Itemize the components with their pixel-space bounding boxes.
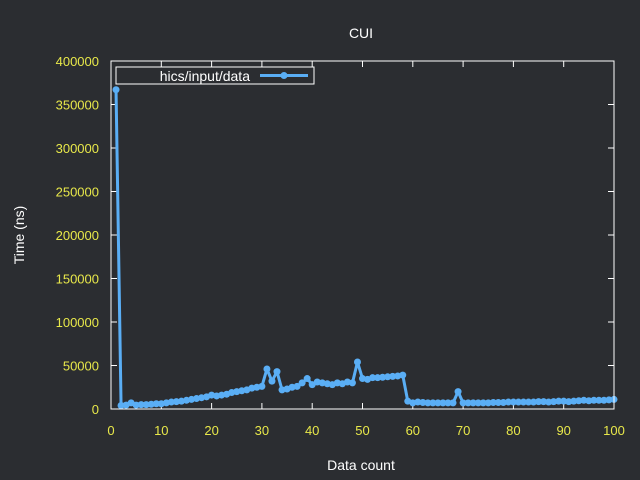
data-point — [374, 374, 382, 382]
data-point — [585, 397, 593, 405]
data-point — [560, 397, 568, 405]
data-point — [524, 398, 532, 406]
data-point — [258, 382, 266, 390]
y-tick-label: 400000 — [56, 54, 99, 69]
axes: 0 10 20 30 40 50 60 70 80 90 100 0 50000 100000 150000… — [56, 54, 625, 438]
data-point — [434, 399, 442, 407]
data-point — [419, 398, 427, 406]
data-point — [379, 373, 387, 381]
legend-marker-sample — [280, 72, 288, 79]
data-point — [550, 398, 558, 406]
y-tick-label: 300000 — [56, 141, 99, 156]
data-point — [535, 398, 543, 406]
data-point — [167, 398, 175, 406]
data-point — [298, 379, 306, 387]
data-point — [509, 398, 517, 406]
data-point — [263, 365, 271, 373]
y-tick-label: 150000 — [56, 272, 99, 287]
y-tick-label: 200000 — [56, 228, 99, 243]
data-point — [348, 379, 356, 387]
x-tick-label: 60 — [406, 423, 420, 438]
data-point — [147, 400, 155, 408]
plot-area — [112, 86, 618, 410]
data-point — [444, 399, 452, 407]
x-tick-label: 90 — [556, 423, 570, 438]
data-point — [555, 397, 563, 405]
y-tick-label: 100000 — [56, 315, 99, 330]
data-point — [273, 368, 281, 376]
data-point — [600, 396, 608, 404]
x-tick-label: 40 — [305, 423, 319, 438]
y-tick-label: 50000 — [63, 359, 99, 374]
x-tick-label: 50 — [355, 423, 369, 438]
data-point — [449, 399, 457, 407]
data-point — [530, 398, 538, 406]
data-point — [590, 396, 598, 404]
data-point — [454, 388, 462, 396]
data-point — [117, 402, 125, 410]
data-point — [514, 398, 522, 406]
y-tick-label: 350000 — [56, 98, 99, 113]
data-point — [545, 398, 553, 406]
y-axis-label: Time (ns) — [11, 206, 27, 265]
data-point — [152, 400, 160, 408]
x-tick-label: 100 — [603, 423, 625, 438]
data-point — [414, 398, 422, 406]
data-point — [570, 397, 578, 405]
x-tick-label: 10 — [154, 423, 168, 438]
plot-frame — [110, 60, 615, 410]
x-tick-label: 0 — [107, 423, 114, 438]
x-tick-label: 70 — [456, 423, 470, 438]
data-point — [112, 86, 120, 94]
data-point — [540, 398, 548, 406]
data-point — [429, 399, 437, 407]
legend-label: hics/input/data — [160, 68, 250, 84]
data-point — [580, 396, 588, 404]
data-point — [489, 398, 497, 406]
data-point — [464, 399, 472, 407]
data-point — [369, 374, 377, 382]
data-point — [424, 399, 432, 407]
data-point — [439, 399, 447, 407]
data-point — [519, 398, 527, 406]
data-point — [469, 399, 477, 407]
data-point — [303, 375, 311, 383]
legend-box — [115, 66, 315, 85]
data-point — [399, 371, 407, 379]
data-point — [575, 397, 583, 405]
data-point — [293, 382, 301, 390]
data-point — [137, 401, 145, 409]
data-point — [595, 396, 603, 404]
data-point — [479, 399, 487, 407]
chart-title: CUI — [349, 25, 373, 41]
data-point — [389, 372, 397, 380]
y-tick-label: 250000 — [56, 185, 99, 200]
data-point — [132, 401, 140, 409]
data-point — [499, 398, 507, 406]
data-point — [474, 399, 482, 407]
legend: hics/input/data — [115, 66, 315, 85]
data-point — [605, 396, 613, 404]
x-tick-label: 20 — [204, 423, 218, 438]
data-point — [565, 398, 573, 406]
data-point — [484, 399, 492, 407]
x-axis-label: Data count — [327, 457, 395, 473]
x-tick-label: 80 — [506, 423, 520, 438]
data-point — [268, 377, 276, 385]
data-point — [494, 398, 502, 406]
x-tick-label: 30 — [255, 423, 269, 438]
data-point — [384, 373, 392, 381]
data-point — [142, 401, 150, 409]
data-point — [459, 399, 467, 407]
data-point — [353, 358, 361, 366]
y-tick-label: 0 — [92, 402, 99, 417]
data-point — [172, 398, 180, 406]
data-point — [504, 398, 512, 406]
